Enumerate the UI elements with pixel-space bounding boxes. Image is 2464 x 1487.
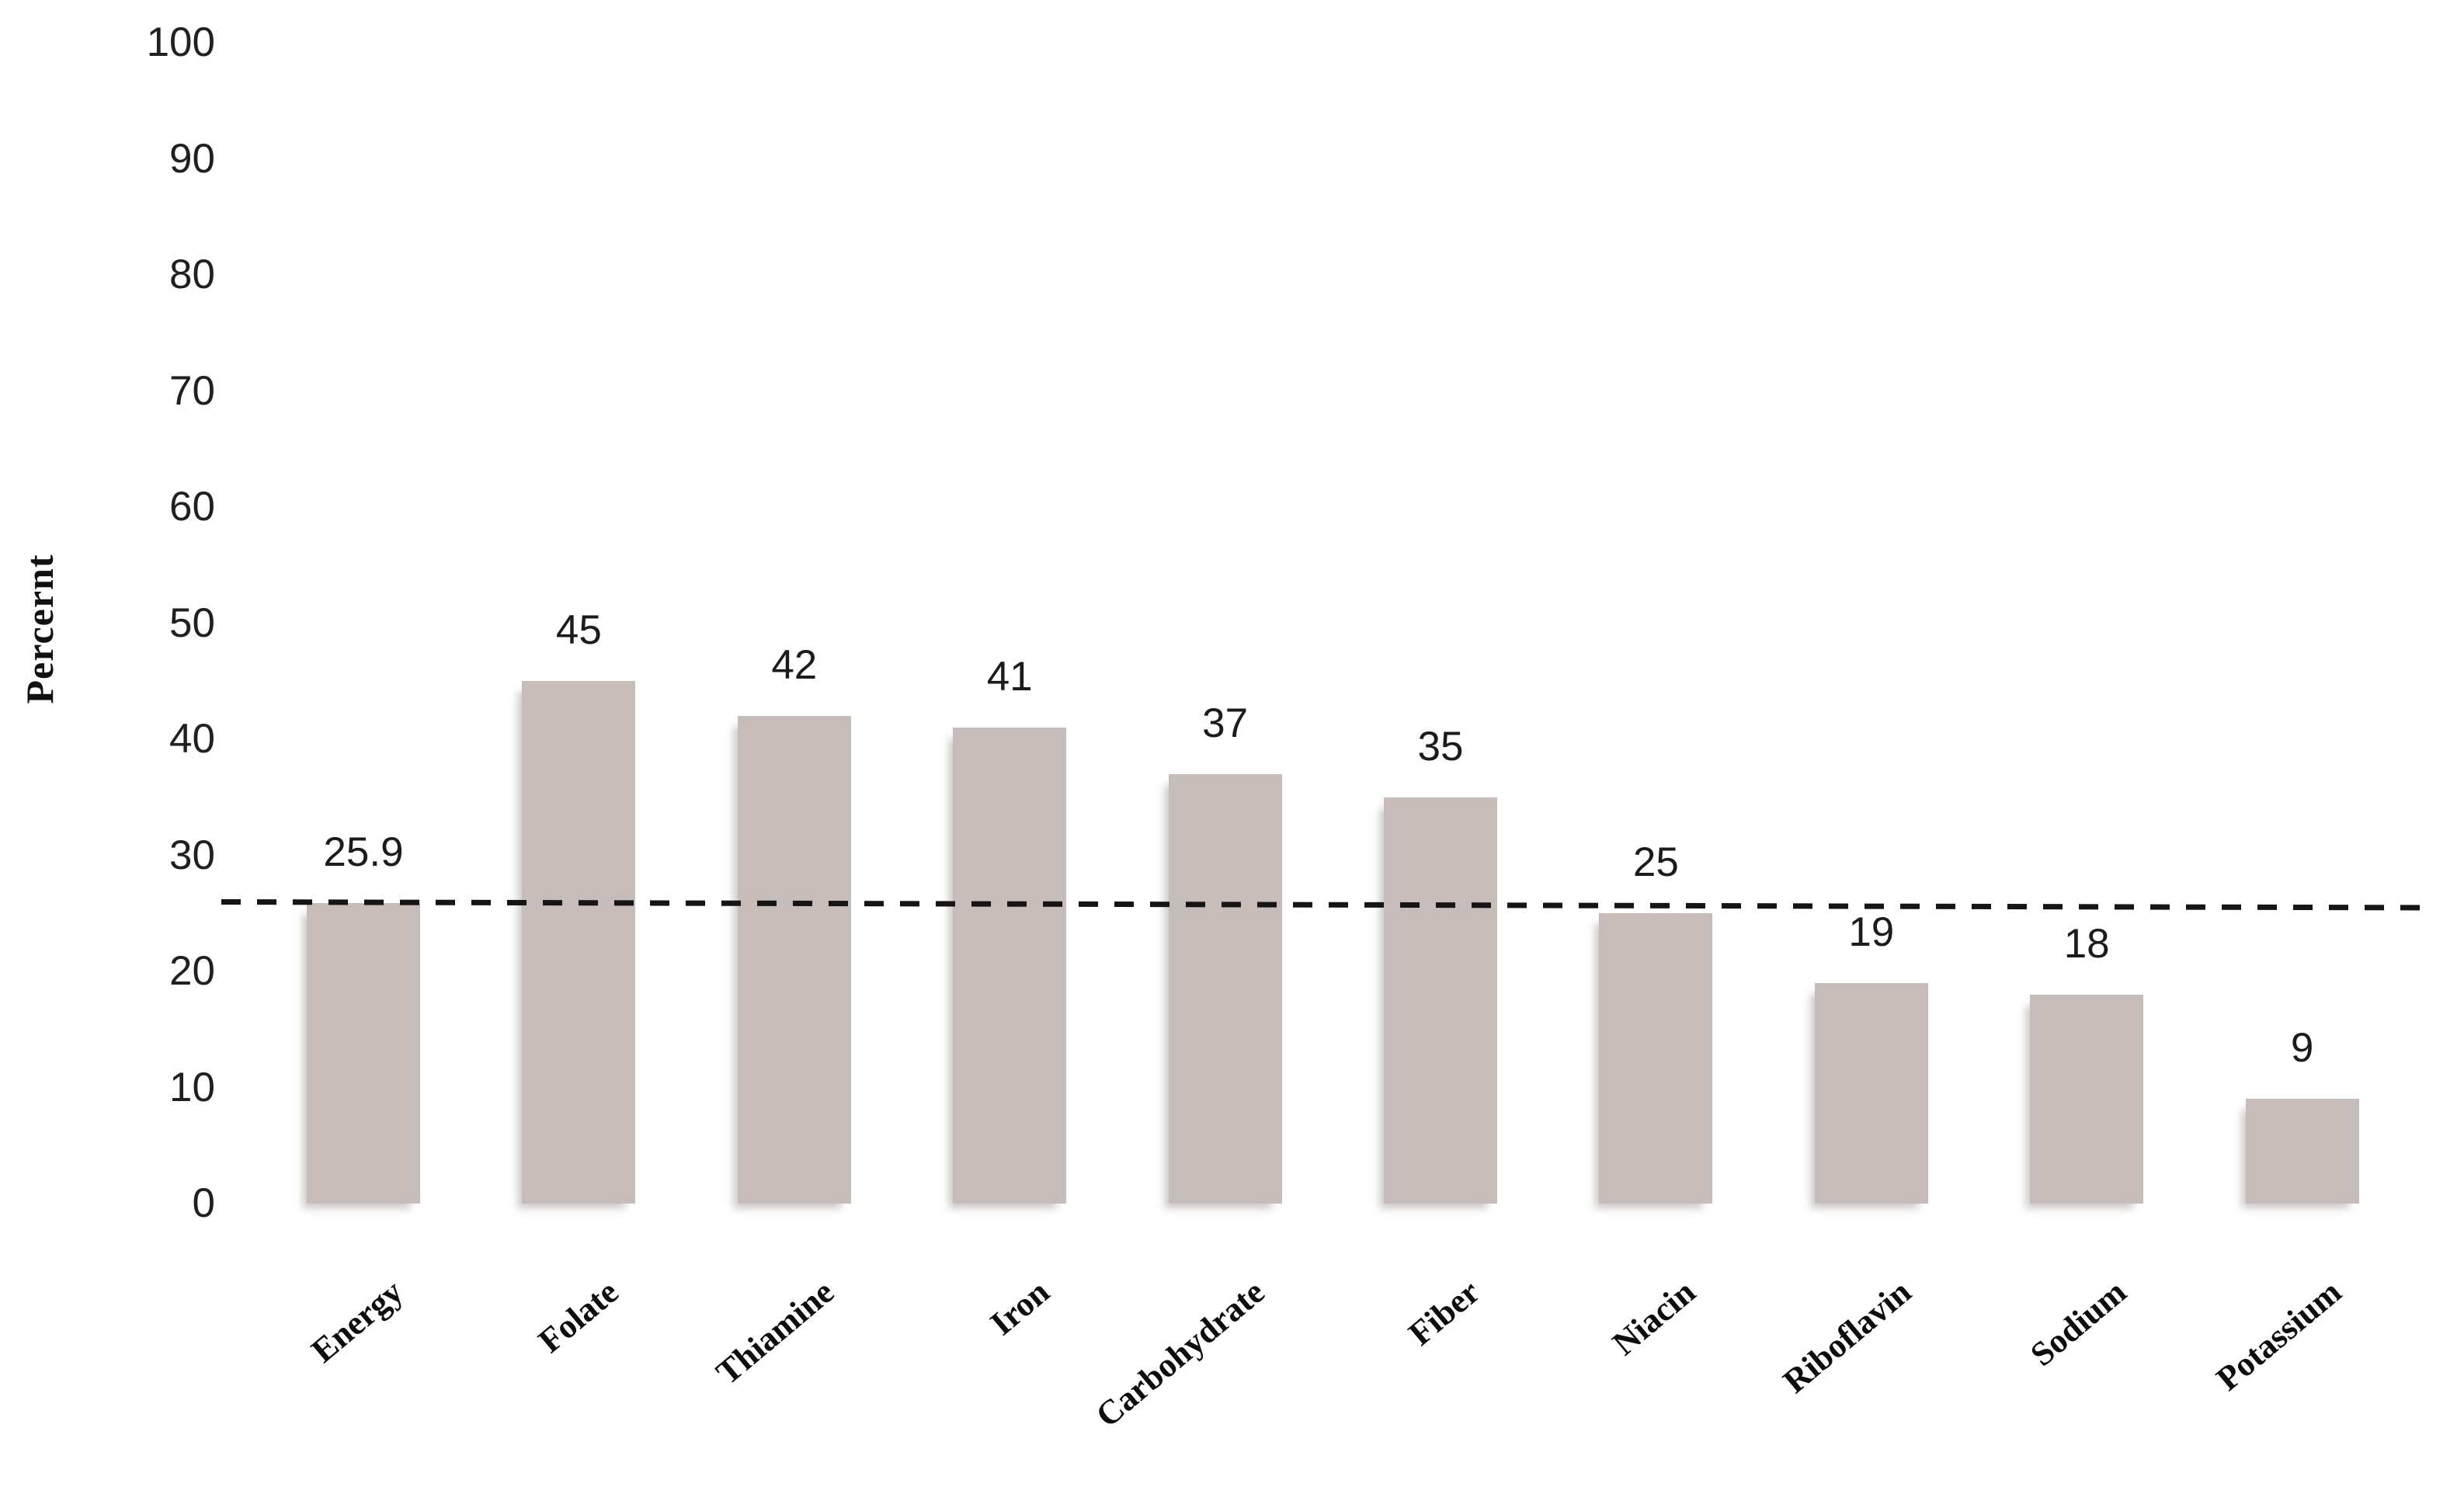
bar-value-label: 41 <box>986 654 1033 700</box>
y-tick-label: 40 <box>169 716 215 762</box>
bar-value-label: 25.9 <box>323 829 404 875</box>
category-label-iron: Iron <box>982 1272 1057 1343</box>
bar-riboflavin <box>1814 982 1928 1204</box>
y-tick-label: 60 <box>169 484 215 530</box>
bar-value-label: 18 <box>2063 920 2110 967</box>
category-label-fiber: Fiber <box>1402 1272 1488 1353</box>
y-tick-label: 20 <box>169 948 215 994</box>
bar-potassium <box>2245 1099 2359 1204</box>
bar-fiber <box>1384 797 1497 1204</box>
y-tick-label: 0 <box>192 1180 215 1226</box>
category-label-riboflavin: Riboflavin <box>1775 1272 1918 1401</box>
bar-value-label: 9 <box>2290 1025 2314 1072</box>
bar-sodium <box>2030 994 2144 1204</box>
y-tick-label: 100 <box>146 19 215 65</box>
bar-value-label: 37 <box>1202 700 1249 746</box>
y-tick-label: 90 <box>169 135 215 182</box>
bar-iron <box>953 728 1067 1204</box>
y-tick-label: 80 <box>169 252 215 297</box>
bar-value-label: 19 <box>1848 909 1895 955</box>
bar-carbohydrate <box>1168 773 1282 1204</box>
bar-folate <box>522 681 636 1204</box>
category-label-folate: Folate <box>531 1272 626 1360</box>
y-tick-label: 30 <box>169 832 215 878</box>
bar-value-label: 45 <box>555 607 602 654</box>
bar-value-label: 42 <box>771 642 818 689</box>
y-tick-label: 50 <box>169 599 215 646</box>
category-label-niacin: Niacin <box>1605 1272 1703 1363</box>
bar-energy <box>307 902 420 1204</box>
bar-value-label: 25 <box>1632 839 1679 886</box>
y-tick-label: 10 <box>169 1064 215 1110</box>
category-label-energy: Energy <box>304 1272 411 1371</box>
category-label-carbohydrate: Carbohydrate <box>1089 1272 1272 1435</box>
category-label-sodium: Sodium <box>2023 1272 2134 1374</box>
y-tick-label: 70 <box>169 367 215 414</box>
bar-value-label: 35 <box>1417 723 1464 770</box>
bar-thiamine <box>737 716 851 1204</box>
category-label-thiamine: Thiamine <box>708 1272 841 1392</box>
category-label-potassium: Potassium <box>2209 1272 2349 1398</box>
bar-niacin <box>1599 913 1713 1204</box>
